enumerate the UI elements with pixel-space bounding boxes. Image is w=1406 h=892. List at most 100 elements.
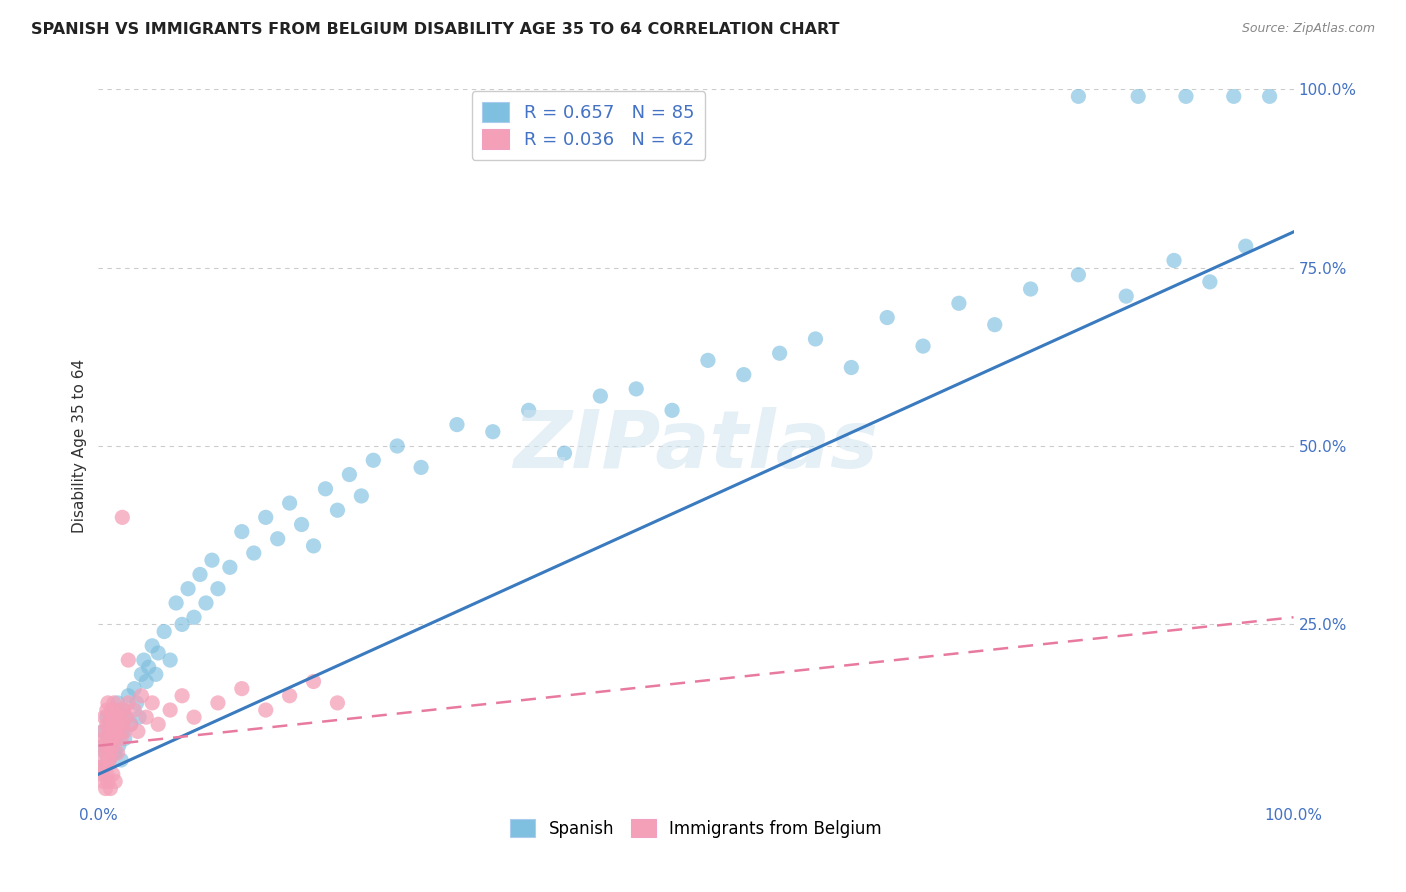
Point — [91, 724, 114, 739]
Point — [1258, 89, 1281, 103]
Point — [172, 617, 194, 632]
Point — [302, 674, 325, 689]
Point — [207, 696, 229, 710]
Point — [96, 710, 118, 724]
Point — [145, 667, 167, 681]
Point — [100, 731, 122, 746]
Point — [984, 318, 1007, 332]
Point — [117, 653, 139, 667]
Point — [350, 489, 373, 503]
Point — [107, 696, 129, 710]
Point — [385, 439, 409, 453]
Point — [91, 753, 114, 767]
Point — [876, 310, 898, 325]
Point — [98, 781, 122, 796]
Point — [93, 710, 115, 724]
Point — [97, 696, 120, 710]
Point — [1175, 89, 1198, 103]
Point — [111, 510, 134, 524]
Point — [153, 624, 176, 639]
Point — [114, 731, 136, 746]
Point — [97, 753, 120, 767]
Point — [120, 717, 142, 731]
Legend: Spanish, Immigrants from Belgium: Spanish, Immigrants from Belgium — [503, 813, 889, 845]
Point — [132, 653, 155, 667]
Point — [120, 717, 142, 731]
Point — [98, 710, 122, 724]
Point — [96, 717, 118, 731]
Point — [1128, 89, 1150, 103]
Point — [117, 696, 139, 710]
Text: SPANISH VS IMMIGRANTS FROM BELGIUM DISABILITY AGE 35 TO 64 CORRELATION CHART: SPANISH VS IMMIGRANTS FROM BELGIUM DISAB… — [31, 22, 839, 37]
Point — [172, 689, 194, 703]
Point — [90, 760, 112, 774]
Point — [93, 739, 115, 753]
Point — [183, 710, 205, 724]
Point — [115, 710, 138, 724]
Point — [254, 703, 277, 717]
Point — [446, 417, 468, 432]
Point — [91, 760, 114, 774]
Point — [128, 710, 150, 724]
Point — [363, 453, 385, 467]
Point — [103, 724, 125, 739]
Point — [98, 731, 121, 746]
Point — [108, 717, 131, 731]
Point — [104, 774, 127, 789]
Point — [1115, 289, 1137, 303]
Point — [101, 767, 124, 781]
Point — [165, 596, 187, 610]
Point — [98, 717, 122, 731]
Point — [1223, 89, 1246, 103]
Point — [111, 717, 134, 731]
Point — [110, 731, 132, 746]
Point — [1163, 253, 1185, 268]
Point — [141, 696, 163, 710]
Point — [589, 389, 612, 403]
Point — [517, 403, 540, 417]
Point — [112, 703, 135, 717]
Point — [131, 667, 153, 681]
Point — [195, 596, 218, 610]
Point — [911, 339, 934, 353]
Point — [94, 746, 117, 760]
Point — [112, 703, 135, 717]
Point — [131, 689, 153, 703]
Point — [98, 753, 121, 767]
Point — [177, 582, 200, 596]
Point — [135, 674, 157, 689]
Point — [91, 774, 114, 789]
Point — [302, 539, 325, 553]
Point — [254, 510, 277, 524]
Point — [107, 746, 129, 760]
Point — [231, 524, 253, 539]
Point — [104, 710, 127, 724]
Point — [105, 731, 128, 746]
Point — [804, 332, 827, 346]
Point — [626, 382, 648, 396]
Point — [115, 710, 138, 724]
Point — [159, 653, 181, 667]
Point — [94, 781, 117, 796]
Text: Source: ZipAtlas.com: Source: ZipAtlas.com — [1241, 22, 1375, 36]
Point — [124, 681, 146, 696]
Point — [231, 681, 253, 696]
Point — [315, 482, 337, 496]
Point — [141, 639, 163, 653]
Point — [100, 739, 122, 753]
Point — [124, 703, 146, 717]
Point — [138, 660, 160, 674]
Point — [733, 368, 755, 382]
Text: ZIPatlas: ZIPatlas — [513, 407, 879, 485]
Point — [98, 724, 121, 739]
Point — [104, 746, 127, 760]
Point — [326, 503, 349, 517]
Point — [697, 353, 720, 368]
Point — [127, 724, 149, 739]
Point — [1019, 282, 1042, 296]
Point — [841, 360, 863, 375]
Point — [411, 460, 433, 475]
Point — [108, 710, 131, 724]
Point — [135, 710, 157, 724]
Point — [100, 703, 122, 717]
